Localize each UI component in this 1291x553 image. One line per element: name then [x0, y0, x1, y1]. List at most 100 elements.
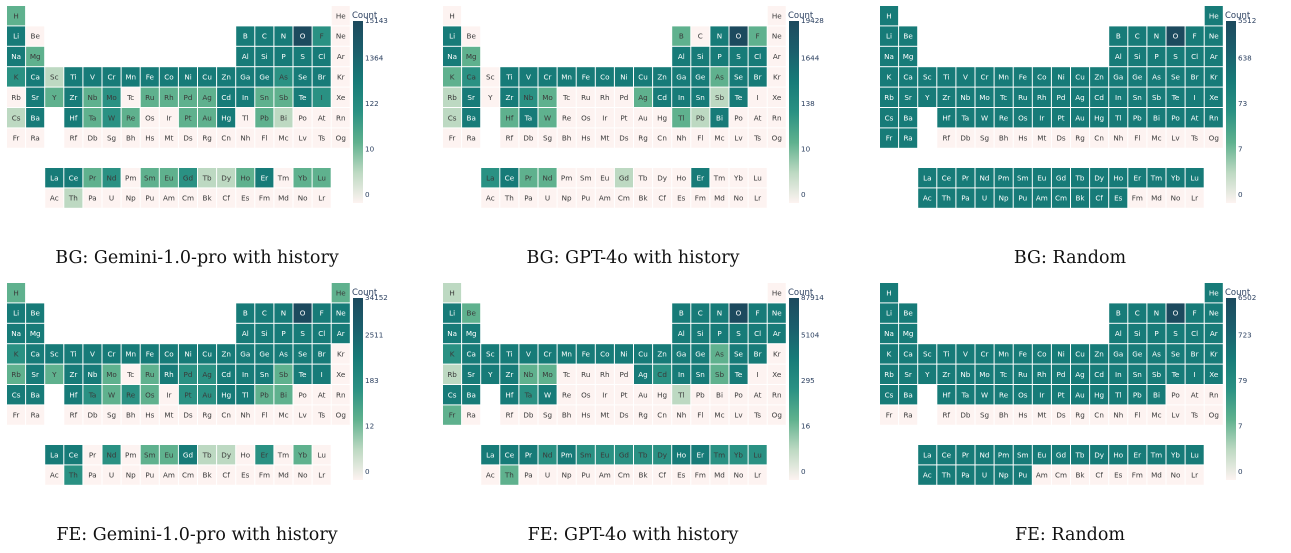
cell-label-cu: Cu	[1075, 350, 1085, 359]
cell-th	[64, 188, 83, 208]
colorbar-tick-label: 0	[365, 190, 370, 199]
cell-label-ra: Ra	[467, 411, 476, 420]
cell-label-tb: Tb	[1075, 173, 1085, 182]
cell-label-ce: Ce	[505, 173, 515, 182]
cell-cm	[1051, 188, 1070, 208]
cell-label-sc: Sc	[923, 73, 932, 82]
cell-cm	[178, 188, 197, 208]
cell-label-li: Li	[449, 309, 455, 318]
cell-u	[538, 465, 557, 485]
cell-cn	[653, 405, 672, 425]
cell-cf	[217, 465, 236, 485]
cell-fl	[691, 128, 710, 148]
cell-label-as: As	[1152, 350, 1161, 359]
cell-label-hg: Hg	[221, 113, 231, 122]
cell-pb	[691, 385, 710, 405]
cell-label-ce: Ce	[69, 450, 79, 459]
cell-label-dy: Dy	[221, 450, 232, 459]
cell-v	[519, 344, 538, 364]
cell-ag	[1071, 87, 1090, 107]
cell-bi	[710, 108, 729, 128]
cell-label-lr: Lr	[318, 471, 325, 480]
cell-label-i: I	[1194, 93, 1196, 102]
cell-re	[121, 385, 140, 405]
cell-rn	[1204, 108, 1223, 128]
cell-nd	[102, 445, 121, 465]
cell-se	[729, 344, 748, 364]
cell-label-ni: Ni	[620, 73, 627, 82]
cell-label-po: Po	[734, 113, 742, 122]
cell-label-mc: Mc	[278, 411, 288, 420]
cell-label-he: He	[1209, 288, 1219, 297]
cell-at	[748, 385, 767, 405]
cell-pa	[519, 188, 538, 208]
cell-y	[481, 364, 500, 384]
cell-br	[1185, 67, 1204, 87]
cell-label-cm: Cm	[618, 471, 630, 480]
cell-h	[7, 6, 26, 26]
cell-label-mt: Mt	[600, 411, 609, 420]
cell-dy	[217, 445, 236, 465]
cell-label-lu: Lu	[1190, 450, 1198, 459]
cell-label-p: P	[717, 329, 722, 338]
cell-th	[500, 465, 519, 485]
colorbar-tick-label: 723	[1238, 331, 1252, 340]
cell-label-ce: Ce	[505, 450, 515, 459]
colorbar-tick-label: 5104	[801, 331, 820, 340]
cell-cn	[653, 128, 672, 148]
cell-si	[255, 46, 274, 67]
colorbar-tick-label: 87914	[801, 293, 824, 302]
cell-ts	[748, 405, 767, 425]
cell-ac	[45, 188, 64, 208]
cell-label-cn: Cn	[221, 134, 231, 143]
cell-db	[956, 405, 975, 425]
cell-ba	[26, 385, 45, 405]
cell-label-br: Br	[318, 350, 326, 359]
cell-lu	[1185, 445, 1204, 465]
cell-sg	[538, 128, 557, 148]
cell-label-db: Db	[87, 134, 98, 143]
colorbar-title: Count	[1225, 288, 1251, 298]
cell-label-hs: Hs	[145, 134, 154, 143]
cell-lu	[1185, 168, 1204, 188]
cell-label-ge: Ge	[259, 73, 270, 82]
cell-sc	[45, 67, 64, 87]
cell-label-ge: Ge	[259, 350, 270, 359]
cell-ba	[899, 385, 918, 405]
cell-label-ra: Ra	[467, 134, 476, 143]
cell-k	[443, 344, 462, 364]
cell-bh	[121, 128, 140, 148]
cell-label-cu: Cu	[638, 350, 648, 359]
cell-label-tm: Tm	[277, 450, 289, 459]
colorbar-title: Count	[788, 11, 814, 21]
cell-fl	[255, 128, 274, 148]
cell-label-sm: Sm	[144, 173, 156, 182]
cell-tb	[198, 168, 217, 188]
cell-label-zn: Zn	[657, 350, 666, 359]
cell-ga	[1109, 344, 1128, 364]
cell-label-ti: Ti	[69, 73, 76, 82]
cell-label-tc: Tc	[999, 370, 1007, 379]
cell-label-la: La	[50, 450, 58, 459]
cell-label-cl: Cl	[754, 52, 761, 61]
cell-label-sn: Sn	[696, 370, 705, 379]
cell-cl	[312, 46, 331, 67]
cell-i	[312, 364, 331, 384]
cell-label-cs: Cs	[448, 113, 457, 122]
cell-label-ag: Ag	[202, 370, 211, 379]
cell-c	[1128, 303, 1147, 323]
cell-pd	[614, 87, 633, 107]
cell-no	[729, 465, 748, 485]
cell-label-n: N	[281, 32, 286, 41]
cell-tb	[1071, 445, 1090, 465]
cell-label-os: Os	[1018, 390, 1028, 399]
cell-label-rh: Rh	[600, 93, 610, 102]
cell-label-na: Na	[447, 52, 457, 61]
cell-label-mt: Mt	[1037, 411, 1046, 420]
cell-label-bi: Bi	[1153, 113, 1160, 122]
cell-label-ir: Ir	[1039, 390, 1044, 399]
cell-label-ca: Ca	[30, 73, 39, 82]
cell-ta	[83, 385, 102, 405]
cell-pu	[576, 188, 595, 208]
cell-f	[312, 303, 331, 323]
